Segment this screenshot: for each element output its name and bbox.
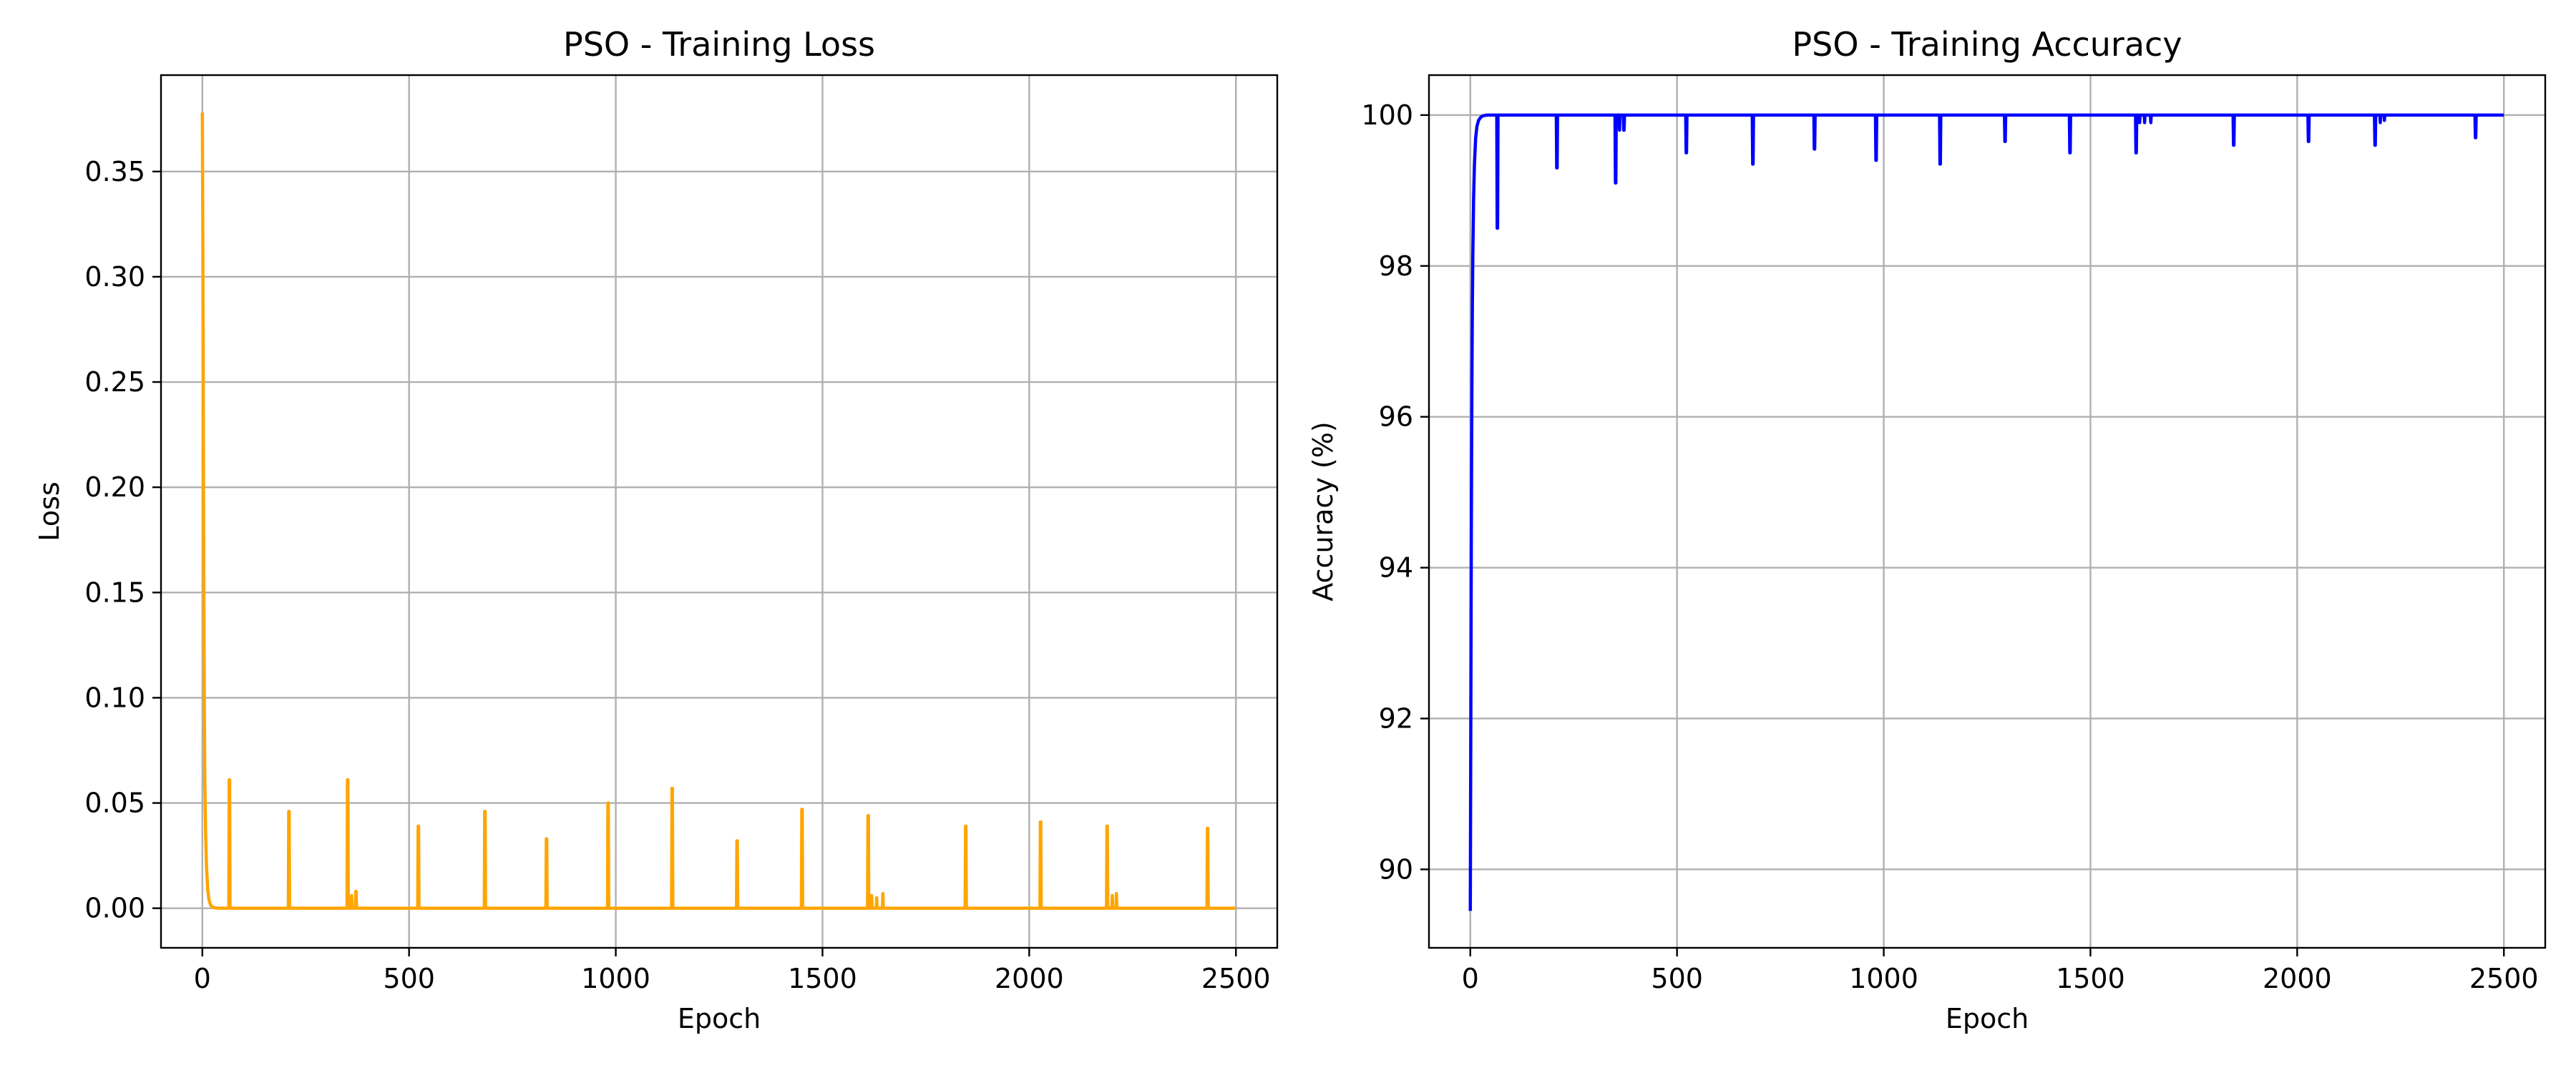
- loss-chart-title: PSO - Training Loss: [563, 25, 875, 64]
- loss-y-tick-label: 0.15: [84, 577, 145, 608]
- loss-x-tick-label: 1000: [581, 963, 650, 994]
- accuracy-x-axis-label: Epoch: [1946, 1003, 2029, 1034]
- loss-x-tick-label: 2000: [995, 963, 1064, 994]
- loss-y-tick-label: 0.35: [84, 156, 145, 187]
- loss-x-tick-label: 1500: [788, 963, 857, 994]
- accuracy-y-axis-label: Accuracy (%): [1307, 421, 1339, 601]
- accuracy-y-tick-label: 92: [1379, 702, 1413, 734]
- loss-chart: 0 500 1000 1500 2000 2500 0.00 0.05 0.10 0.15 0.20…: [34, 25, 1279, 1034]
- accuracy-series-line: [1468, 113, 2504, 911]
- loss-grid: [161, 75, 1277, 948]
- accuracy-axes-frame: [1428, 74, 2547, 949]
- loss-ticks: 0 500 1000 1500 2000 2500 0.00 0.05 0.10 0.15 0.20…: [84, 156, 1270, 994]
- accuracy-ticks: 0 500 1000 1500 2000 2500 90 92 94 96 98 100: [1361, 99, 2538, 994]
- loss-x-tick-label: 2500: [1201, 963, 1271, 994]
- accuracy-y-tick-label: 96: [1379, 401, 1413, 433]
- loss-y-tick-label: 0.25: [84, 366, 145, 398]
- loss-x-axis-label: Epoch: [678, 1003, 761, 1034]
- loss-axes-frame: [160, 74, 1279, 949]
- accuracy-x-tick-label: 2500: [2469, 963, 2539, 994]
- loss-y-tick-label: 0.00: [84, 893, 145, 924]
- accuracy-chart: 0 500 1000 1500 2000 2500 90 92 94 96 98 100 PSO - …: [1307, 25, 2547, 1034]
- loss-y-tick-label: 0.05: [84, 788, 145, 819]
- accuracy-x-tick-label: 500: [1651, 963, 1703, 994]
- accuracy-y-tick-label: 94: [1379, 552, 1413, 584]
- loss-y-tick-label: 0.30: [84, 261, 145, 293]
- loss-y-tick-label: 0.10: [84, 682, 145, 713]
- accuracy-y-tick-label: 90: [1379, 853, 1413, 885]
- loss-x-tick-label: 0: [194, 963, 211, 994]
- loss-y-tick-label: 0.20: [84, 471, 145, 503]
- accuracy-chart-title: PSO - Training Accuracy: [1792, 25, 2182, 64]
- loss-series-line: [200, 112, 1236, 910]
- loss-y-axis-label: Loss: [34, 481, 65, 541]
- accuracy-y-tick-label: 100: [1361, 99, 1413, 131]
- accuracy-x-tick-label: 0: [1462, 963, 1479, 994]
- accuracy-y-tick-label: 98: [1379, 250, 1413, 282]
- loss-x-tick-label: 500: [383, 963, 435, 994]
- accuracy-x-tick-label: 1500: [2056, 963, 2125, 994]
- accuracy-x-tick-label: 2000: [2263, 963, 2332, 994]
- accuracy-grid: [1429, 75, 2545, 948]
- accuracy-x-tick-label: 1000: [1849, 963, 1918, 994]
